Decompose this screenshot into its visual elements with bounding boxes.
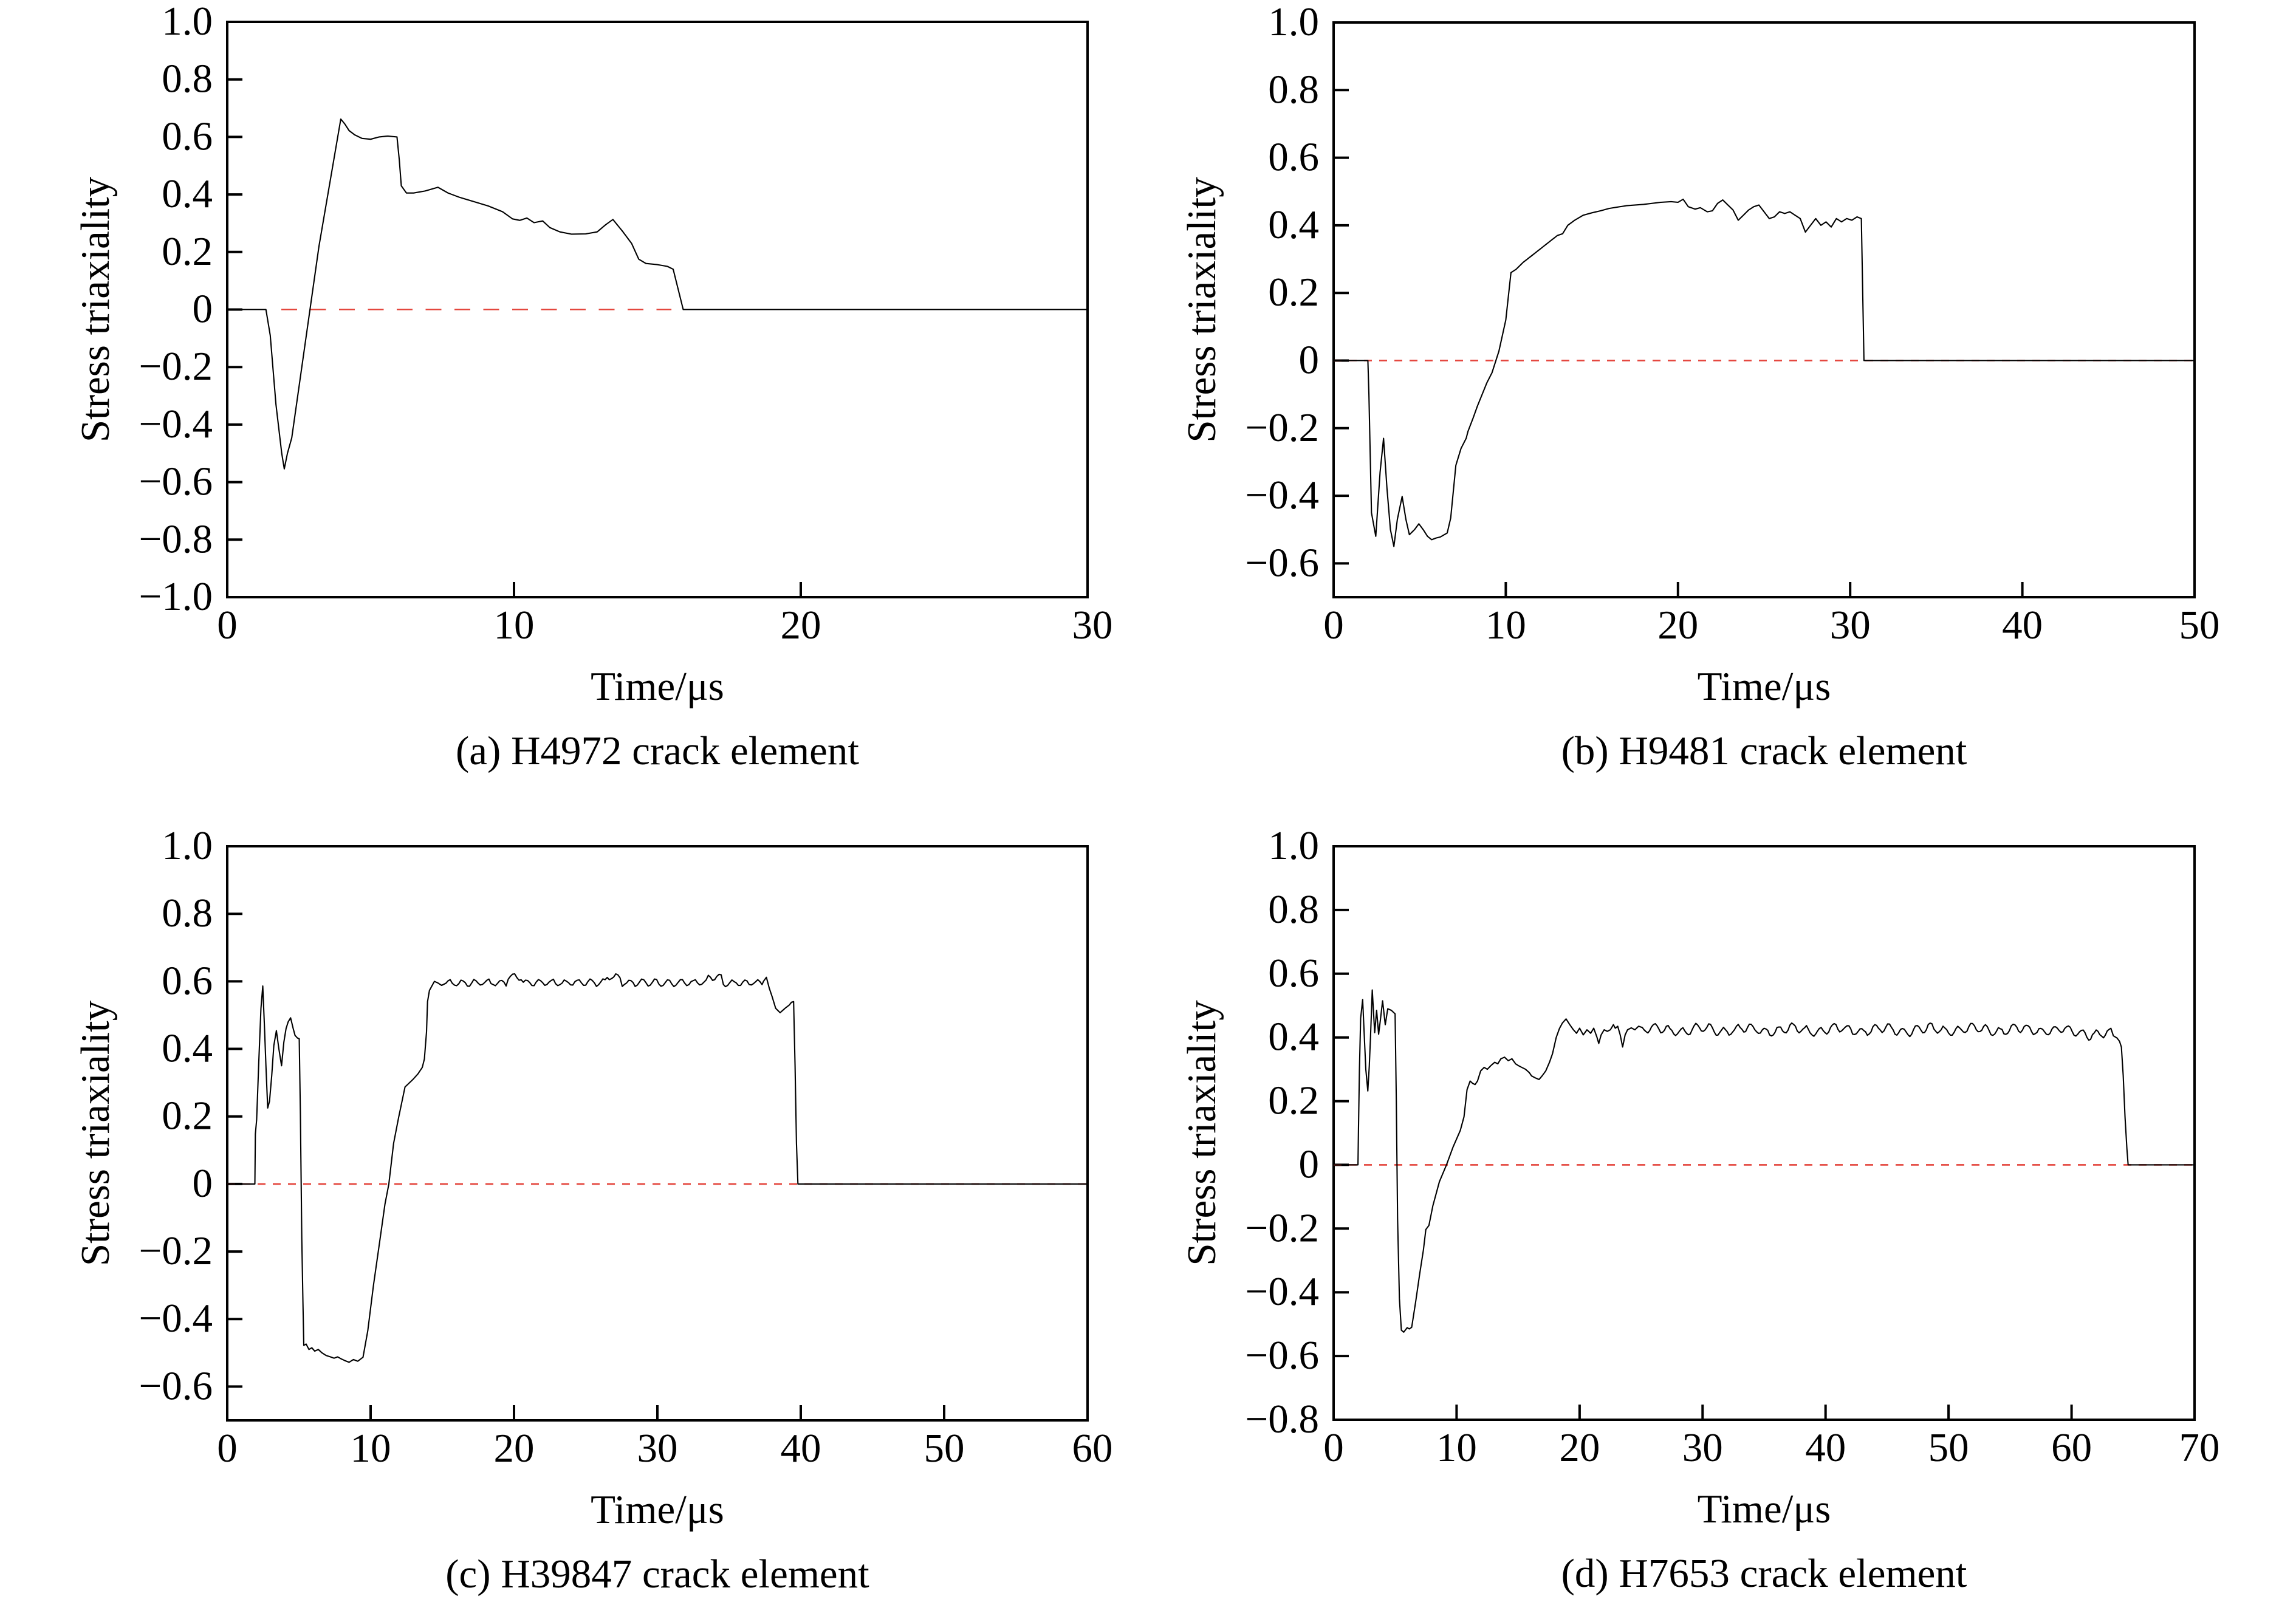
svg-text:1.0: 1.0 (162, 823, 213, 868)
svg-text:0.6: 0.6 (1268, 135, 1319, 180)
svg-text:0: 0 (217, 1426, 238, 1471)
svg-text:50: 50 (1928, 1425, 1969, 1470)
svg-text:−0.4: −0.4 (1245, 1269, 1319, 1314)
svg-text:50: 50 (2179, 603, 2220, 648)
svg-text:−0.2: −0.2 (139, 344, 213, 389)
svg-text:0.6: 0.6 (162, 114, 213, 159)
svg-text:0.6: 0.6 (162, 958, 213, 1003)
svg-text:0: 0 (1299, 338, 1320, 383)
svg-text:−0.6: −0.6 (1245, 1333, 1319, 1378)
svg-text:60: 60 (2051, 1425, 2092, 1470)
svg-text:10: 10 (1486, 603, 1526, 648)
svg-text:Time/μs: Time/μs (1698, 664, 1831, 709)
svg-text:0.4: 0.4 (1268, 1015, 1319, 1059)
svg-text:0: 0 (1323, 1425, 1344, 1470)
svg-text:−0.6: −0.6 (139, 1363, 213, 1408)
svg-text:20: 20 (1657, 603, 1698, 648)
svg-text:Stress triaxiality: Stress triaxiality (1179, 177, 1224, 443)
svg-text:Stress triaxiality: Stress triaxiality (73, 1000, 118, 1266)
svg-text:−0.8: −0.8 (139, 516, 213, 561)
svg-text:−0.2: −0.2 (1245, 405, 1319, 450)
svg-text:0.4: 0.4 (162, 1026, 213, 1071)
svg-text:0.8: 0.8 (1268, 67, 1319, 112)
svg-text:70: 70 (2179, 1425, 2220, 1470)
svg-text:0.2: 0.2 (162, 1094, 213, 1138)
svg-text:0: 0 (1323, 603, 1344, 648)
svg-text:Time/μs: Time/μs (591, 664, 724, 709)
svg-text:−0.6: −0.6 (1245, 540, 1319, 585)
svg-text:−0.8: −0.8 (1245, 1397, 1319, 1442)
svg-text:−0.2: −0.2 (1245, 1205, 1319, 1250)
svg-text:Time/μs: Time/μs (591, 1487, 724, 1532)
svg-text:1.0: 1.0 (162, 0, 213, 44)
svg-text:10: 10 (494, 603, 535, 648)
svg-text:(d) H7653 crack element: (d) H7653 crack element (1561, 1551, 1967, 1596)
svg-text:(a) H4972 crack element: (a) H4972 crack element (456, 728, 859, 773)
svg-text:40: 40 (2002, 603, 2043, 648)
svg-text:(b) H9481 crack element: (b) H9481 crack element (1561, 728, 1967, 773)
svg-text:−0.4: −0.4 (139, 1296, 213, 1341)
svg-text:Time/μs: Time/μs (1698, 1487, 1831, 1532)
svg-text:0.2: 0.2 (1268, 270, 1319, 315)
svg-text:1.0: 1.0 (1268, 823, 1319, 868)
svg-text:0.4: 0.4 (1268, 202, 1319, 247)
svg-text:0: 0 (193, 287, 213, 332)
svg-text:−1.0: −1.0 (139, 574, 213, 619)
svg-text:0: 0 (193, 1161, 213, 1206)
svg-text:30: 30 (1072, 603, 1113, 648)
svg-text:0.2: 0.2 (1268, 1078, 1319, 1123)
svg-text:1.0: 1.0 (1268, 0, 1319, 44)
svg-text:40: 40 (1805, 1425, 1846, 1470)
svg-text:Stress triaxiality: Stress triaxiality (1179, 1000, 1224, 1266)
svg-text:0.4: 0.4 (162, 171, 213, 216)
svg-text:(c) H39847 crack element: (c) H39847 crack element (445, 1552, 869, 1597)
svg-text:20: 20 (494, 1426, 535, 1471)
svg-text:0.8: 0.8 (162, 56, 213, 101)
svg-text:−0.4: −0.4 (139, 402, 213, 447)
svg-text:20: 20 (781, 603, 821, 648)
svg-text:60: 60 (1072, 1426, 1113, 1471)
svg-text:0.8: 0.8 (162, 891, 213, 936)
svg-text:0.8: 0.8 (1268, 887, 1319, 932)
svg-text:0: 0 (1299, 1142, 1320, 1186)
svg-text:0.6: 0.6 (1268, 951, 1319, 996)
svg-text:10: 10 (1436, 1425, 1477, 1470)
svg-text:30: 30 (637, 1426, 678, 1471)
svg-text:50: 50 (924, 1426, 965, 1471)
svg-text:−0.2: −0.2 (139, 1228, 213, 1273)
svg-text:−0.6: −0.6 (139, 459, 213, 504)
svg-text:Stress triaxiality: Stress triaxiality (73, 176, 118, 442)
svg-text:−0.4: −0.4 (1245, 473, 1319, 518)
svg-text:0: 0 (217, 603, 238, 648)
svg-text:30: 30 (1682, 1425, 1723, 1470)
svg-text:30: 30 (1830, 603, 1871, 648)
svg-text:40: 40 (781, 1426, 821, 1471)
svg-text:20: 20 (1559, 1425, 1600, 1470)
svg-text:0.2: 0.2 (162, 229, 213, 274)
svg-text:10: 10 (351, 1426, 391, 1471)
